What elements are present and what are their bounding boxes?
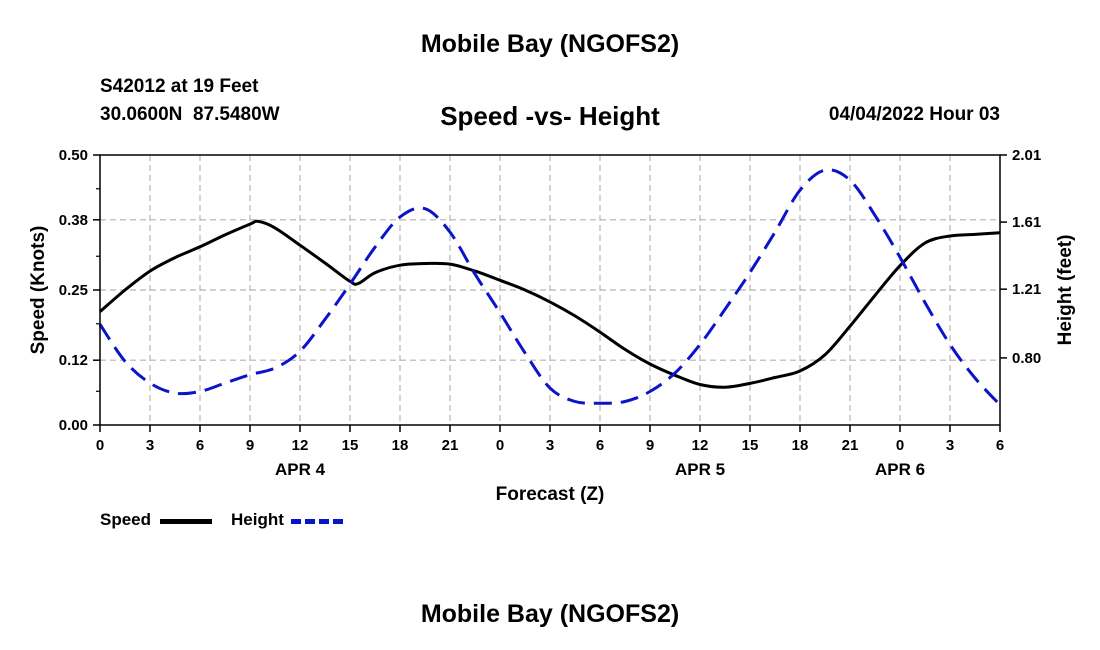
x-tick-label: 21 — [442, 437, 459, 454]
x-tick-label: 15 — [742, 437, 759, 454]
y-left-tick-label: 0.00 — [59, 417, 88, 434]
x-tick-label: 6 — [196, 437, 204, 454]
x-tick-label: 0 — [896, 437, 904, 454]
x-tick-label: 18 — [792, 437, 809, 454]
grid-lines — [100, 155, 1000, 425]
y-left-tick-label: 0.38 — [59, 212, 88, 229]
y-right-tick-label: 0.80 — [1012, 350, 1041, 367]
y-right-tick-label: 1.61 — [1012, 214, 1041, 231]
legend-speed-swatch — [160, 519, 212, 524]
y-left-tick-label: 0.50 — [59, 147, 88, 164]
x-tick-label: 18 — [392, 437, 409, 454]
y-axis-left-label: Speed (Knots) — [28, 226, 49, 355]
x-tick-label: 21 — [842, 437, 859, 454]
x-tick-label: 3 — [546, 437, 554, 454]
x-tick-label: 0 — [96, 437, 104, 454]
x-tick-label: 15 — [342, 437, 359, 454]
date-label: APR 5 — [675, 460, 725, 479]
axes: 0 3 6 9 12 15 18 21 0 3 6 9 12 15 18 21 0 3 6 APR 4 APR 5 APR… — [59, 147, 1041, 479]
x-axis-label: Forecast (Z) — [496, 484, 605, 505]
y-right-tick-label: 1.21 — [1012, 281, 1041, 298]
date-label: APR 4 — [275, 460, 326, 479]
legend-speed-label: Speed — [100, 510, 152, 529]
series-line-speed — [99, 219, 1001, 389]
x-tick-label: 12 — [292, 437, 309, 454]
x-tick-label: 12 — [692, 437, 709, 454]
datetime-label: 04/04/2022 Hour 03 — [828, 104, 1000, 125]
x-tick-label: 3 — [946, 437, 954, 454]
footer-title: Mobile Bay (NGOFS2) — [420, 600, 680, 628]
legend-height-swatch — [291, 519, 343, 524]
y-axis-right-label: Height (feet) — [1055, 235, 1076, 346]
station-label: S42012 at 19 Feet — [100, 76, 259, 97]
x-tick-label: 6 — [996, 437, 1004, 454]
date-label: APR 6 — [875, 460, 925, 479]
x-tick-label: 9 — [246, 437, 254, 454]
x-tick-label: 6 — [596, 437, 604, 454]
page-title: Mobile Bay (NGOFS2) — [420, 30, 680, 58]
y-left-tick-label: 0.25 — [59, 282, 88, 299]
speed-height-chart: 0 3 6 9 12 15 18 21 0 3 6 9 12 15 18 21 0 3 6 APR 4 APR 5 APR… — [28, 147, 1076, 505]
coordinates-label: 30.0600N 87.5480W — [100, 104, 280, 125]
x-tick-label: 0 — [496, 437, 504, 454]
series-layer — [98, 168, 1002, 406]
x-tick-label: 3 — [146, 437, 154, 454]
y-left-tick-label: 0.12 — [59, 352, 88, 369]
y-right-tick-label: 2.01 — [1012, 147, 1041, 164]
chart-title: Speed -vs- Height — [440, 101, 660, 131]
legend-height-label: Height — [231, 510, 284, 529]
series-line-height — [98, 168, 1002, 406]
x-tick-label: 9 — [646, 437, 654, 454]
